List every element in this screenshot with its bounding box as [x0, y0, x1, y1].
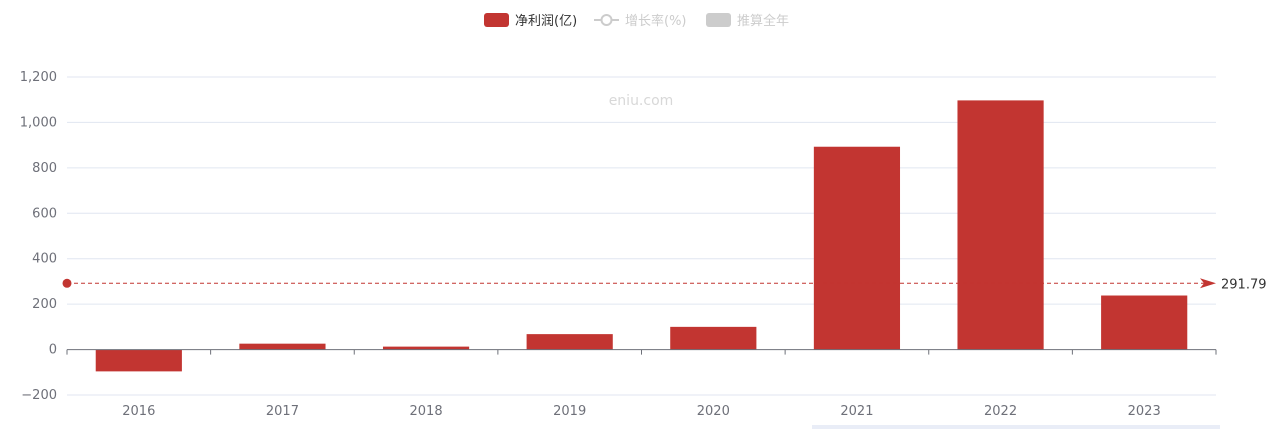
bar-2022[interactable]	[957, 100, 1044, 350]
bar-2020[interactable]	[670, 326, 757, 350]
legend-label: 净利润(亿)	[515, 14, 577, 29]
y-tick-label: 600	[32, 206, 57, 221]
bar-2023[interactable]	[1101, 295, 1188, 350]
bar-2019[interactable]	[526, 334, 613, 350]
x-tick-label: 2023	[1128, 404, 1161, 419]
legend-swatch	[484, 13, 509, 27]
grid-lines	[67, 76, 1216, 396]
y-tick-label: −200	[21, 388, 57, 403]
x-axis: 2016 2017 2018 2019 2020 2021 2022 2023	[66, 349, 1217, 419]
mark-line-label: 291.79	[1221, 277, 1267, 292]
bar-2017[interactable]	[239, 343, 326, 350]
bar-2021[interactable]	[813, 146, 901, 350]
legend-label: 推算全年	[737, 13, 789, 29]
x-tick-label: 2021	[840, 404, 873, 419]
mark-line-arrow	[1200, 278, 1216, 289]
y-tick-label: 400	[32, 252, 57, 267]
legend[interactable]: 净利润(亿) 增长率(%) 推算全年	[484, 13, 789, 29]
y-tick-label: 0	[49, 343, 57, 358]
bar-series	[95, 100, 1188, 372]
x-tick-label: 2019	[553, 404, 586, 419]
legend-label: 增长率(%)	[625, 13, 687, 29]
x-tick-label: 2020	[697, 404, 730, 419]
bar-2018[interactable]	[382, 346, 470, 350]
legend-item-2[interactable]: 推算全年	[706, 13, 789, 29]
y-tick-label: 200	[32, 297, 57, 312]
legend-circle-icon	[600, 14, 613, 26]
x-tick-label: 2022	[984, 404, 1017, 419]
legend-item-0[interactable]: 净利润(亿)	[484, 13, 577, 29]
bar-2016[interactable]	[95, 349, 182, 372]
y-axis: −200 0 200 400 600 800 1,000 1,200	[20, 70, 57, 403]
x-tick-label: 2017	[266, 404, 299, 419]
legend-swatch	[706, 13, 731, 27]
watermark: eniu.com	[609, 93, 674, 109]
y-tick-label: 1,200	[20, 70, 57, 85]
scroll-strip	[812, 425, 1220, 429]
y-tick-label: 1,000	[20, 115, 57, 130]
x-tick-label: 2016	[122, 404, 155, 419]
x-tick-label: 2018	[410, 404, 443, 419]
y-tick-label: 800	[32, 161, 57, 176]
legend-item-1[interactable]: 增长率(%)	[594, 13, 687, 29]
average-mark-line: 291.79	[62, 277, 1267, 292]
